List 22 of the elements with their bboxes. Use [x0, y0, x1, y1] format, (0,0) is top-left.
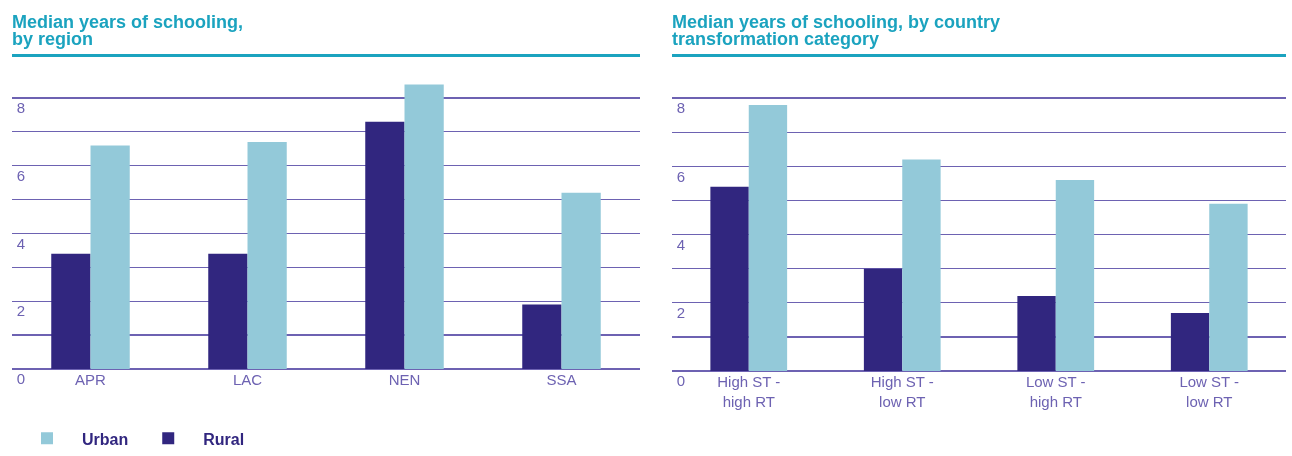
x-tick-label: SSA	[546, 371, 577, 388]
y-tick-label: 8	[676, 99, 685, 117]
y-tick-label: 8	[16, 99, 25, 117]
legend-label: Urban	[82, 430, 129, 448]
y-tick-label: 0	[676, 372, 685, 390]
y-tick-label: 6	[16, 166, 25, 184]
y-tick-label: 0	[16, 370, 25, 388]
x-tick-label: Low ST - low RT	[1179, 373, 1240, 410]
chart-title: Median years of schooling, by region	[12, 12, 640, 57]
y-tick-label: 2	[676, 304, 685, 322]
legend-label: Rural	[203, 430, 245, 448]
x-tick-label: LAC	[232, 371, 263, 388]
y-tick-label: 4	[676, 235, 685, 253]
x-tick-label: APR	[75, 371, 107, 388]
y-tick-label: 4	[16, 234, 25, 252]
x-tick-label: High ST - low RT	[870, 373, 934, 410]
y-tick-label: 6	[676, 167, 685, 185]
x-tick-label: NEN	[388, 371, 421, 388]
chart-title: Median years of schooling, by country transformation category	[672, 12, 1286, 57]
x-tick-label: Low ST - high RT	[1025, 373, 1086, 410]
y-tick-label: 2	[16, 302, 25, 320]
x-tick-label: High ST - high RT	[717, 373, 781, 410]
